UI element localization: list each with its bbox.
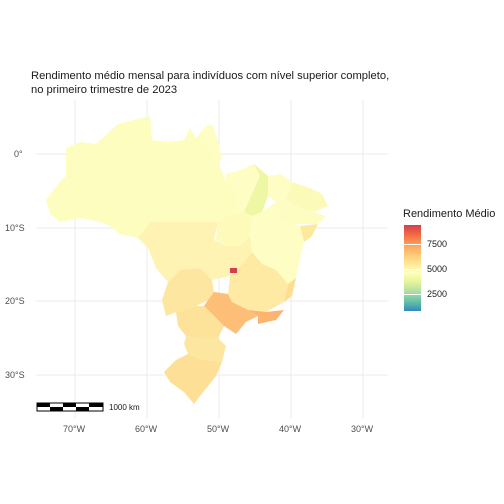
region-rio-de-janeiro [248,310,284,324]
legend-colorbar [404,225,421,311]
map-title-line-1: Rendimento médio mensal para indivíduos … [31,70,390,82]
legend-title: Rendimento Médio [403,208,496,220]
x-axis-label-50w: 50°W [207,424,230,434]
map-title: Rendimento médio mensal para indivíduos … [31,70,389,97]
region-distrito-federal [230,268,237,273]
x-axis-label-70w: 70°W [63,424,86,434]
y-axis-label-10s: 10°S [5,223,25,233]
scale-bar [36,402,104,412]
region-maranhao [226,164,260,214]
legend-tick-7500: 7500 [427,239,448,249]
y-axis-label-30s: 30°S [5,370,25,380]
region-minas-gerais [228,252,288,312]
scale-bar-segment [37,403,50,407]
region-espirito-santo [284,278,296,302]
region-mato-grosso [138,222,218,282]
legend-tick-mark [404,294,421,295]
regions [46,116,328,404]
scale-bar-segment [63,403,76,407]
region-rio-grande-do-sul [164,354,222,404]
scale-bar-segment [50,407,63,411]
region-mato-grosso-do-sul [162,268,214,316]
x-axis-label-60w: 60°W [135,424,158,434]
y-axis-label-20s: 20°S [5,296,25,306]
map-title-line-2: no primeiro trimestre de 2023 [31,83,178,96]
scale-bar-segment [76,407,89,411]
legend-tick-mark [404,269,421,270]
region-amapa [196,124,222,162]
region-pernambuco [276,200,326,224]
x-axis-label-40w: 40°W [279,424,302,434]
region-north [46,116,238,238]
region-tocantins [216,212,252,246]
legend-tick-5000: 5000 [427,264,448,274]
region-piaui [244,164,268,216]
region-al-se [300,224,318,242]
legend-tick-2500: 2500 [427,289,448,299]
scale-bar-segment [89,403,103,407]
region-goias [200,236,252,280]
region-sao-paulo [204,292,258,334]
legend-tick-mark [404,244,421,245]
x-axis-label-30w: 30°W [351,424,374,434]
region-santa-catarina [184,336,226,362]
scale-bar-label: 1000 km [109,403,140,412]
region-bahia [250,202,304,284]
region-rn-pb [286,182,328,212]
region-parana [176,306,224,338]
region-ceara [268,174,292,202]
y-axis-label-0: 0° [14,149,23,159]
